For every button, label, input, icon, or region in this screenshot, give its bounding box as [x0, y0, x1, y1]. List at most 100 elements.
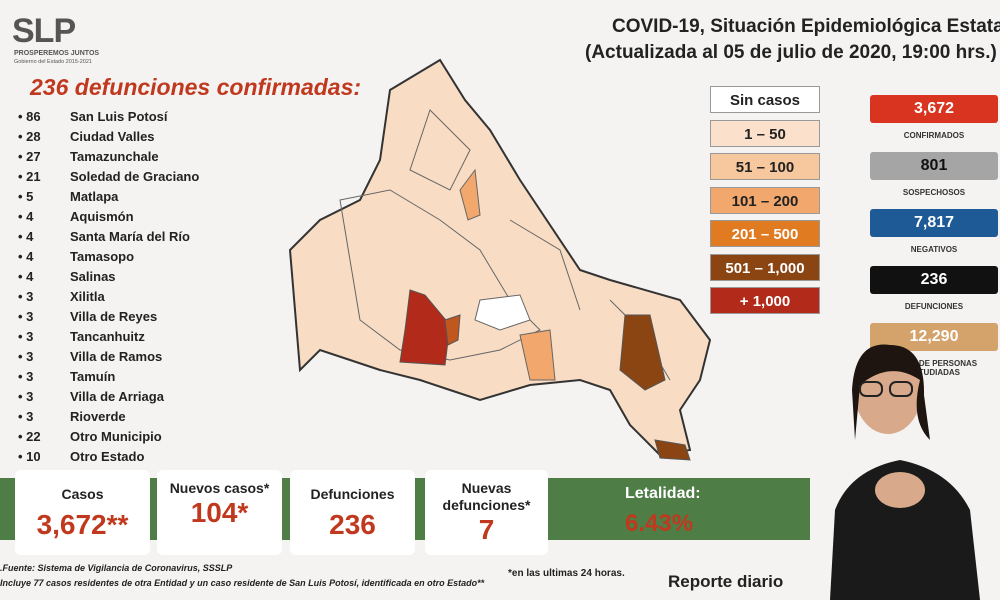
summary-label: Nuevos casos* — [169, 480, 270, 496]
stat-value: 3,672 — [870, 95, 998, 123]
region-mas-1000 — [399, 289, 451, 366]
summary-label: Nuevas defunciones* — [442, 480, 531, 513]
summary-value: 7 — [478, 514, 495, 545]
stat-label: DEFUNCIONES — [904, 302, 964, 311]
death-count: 3 — [18, 407, 70, 427]
legend-item: Sin casos — [710, 86, 820, 113]
death-count: 10 — [18, 447, 70, 467]
note: **Incluye 77 casos residentes de otra En… — [0, 578, 485, 588]
death-count: 4 — [18, 247, 70, 267]
death-count: 4 — [18, 207, 70, 227]
summary-label: Casos — [61, 486, 104, 502]
death-count: 22 — [18, 427, 70, 447]
summary-value: 236 — [329, 509, 376, 540]
summary-value: 6.43% — [625, 510, 694, 537]
municipality: Villa de Arriaga — [70, 389, 164, 404]
summary-box: Casos 3,672** — [15, 470, 150, 555]
logo-subtitle: PROSPEREMOS JUNTOS — [14, 50, 100, 57]
source: Fuente: Sistema de Vigilancia de Coronav… — [0, 563, 233, 573]
death-count: 86 — [18, 107, 70, 127]
death-count: 3 — [18, 387, 70, 407]
municipality: Tamuín — [70, 369, 116, 384]
death-count: 4 — [18, 227, 70, 247]
municipality: Santa María del Río — [70, 229, 190, 244]
municipality: Matlapa — [70, 189, 119, 204]
stat-value: 801 — [870, 152, 998, 180]
municipality: San Luis Potosí — [70, 109, 168, 124]
summary-box: Nuevas defunciones* 7 — [425, 470, 548, 555]
summary-label: Defunciones — [310, 486, 395, 502]
legend-item: + 1,000 — [710, 287, 820, 314]
death-count: 3 — [18, 307, 70, 327]
municipality: Villa de Reyes — [70, 309, 158, 324]
stat-label: NEGATIVOS — [910, 245, 958, 254]
region-201-500 — [444, 314, 461, 346]
map — [288, 58, 712, 461]
region-501-1000 — [619, 314, 691, 461]
legend-item: 101 – 200 — [710, 186, 820, 214]
region-101-200 — [459, 168, 556, 381]
stat-label: CONFIRMADOS — [903, 131, 965, 140]
municipality: Rioverde — [70, 409, 126, 424]
death-count: 3 — [18, 347, 70, 367]
municipality: Xilitla — [70, 289, 105, 304]
death-count: 21 — [18, 167, 70, 187]
summary-box: Defunciones 236 — [290, 470, 415, 555]
death-count: 4 — [18, 267, 70, 287]
stat-value: 236 — [870, 266, 998, 294]
municipal-borders — [339, 109, 671, 381]
region-sin-casos — [474, 294, 531, 331]
summary-value: 104* — [190, 497, 249, 528]
legend-item: 51 – 100 — [710, 153, 820, 180]
death-count: 3 — [18, 367, 70, 387]
interpreter — [830, 344, 980, 600]
state-outline — [288, 58, 712, 457]
summary-value: 3,672** — [36, 509, 129, 540]
title: COVID-19, Situación Epidemiológica Estat… — [612, 16, 1000, 37]
municipality: Aquismón — [70, 209, 134, 224]
municipality: Ciudad Valles — [70, 129, 155, 144]
summary-box: Nuevos casos* 104* — [157, 470, 282, 555]
municipality: Villa de Ramos — [70, 349, 163, 364]
legend-item: 201 – 500 — [710, 220, 820, 247]
municipality: Tamazunchale — [70, 149, 159, 164]
legend-item: 1 – 50 — [710, 119, 820, 147]
death-count: 3 — [18, 287, 70, 307]
death-count: 5 — [18, 187, 70, 207]
stat-label: SOSPECHOSOS — [902, 188, 966, 197]
legend-item: 501 – 1,000 — [710, 253, 820, 281]
municipality: Otro Municipio — [70, 429, 162, 444]
stat-label: TOTAL DE PERSONAS ESTUDIADAS — [890, 359, 978, 377]
logo: SLP — [12, 12, 76, 50]
summary-label: Letalidad: — [625, 485, 701, 502]
death-count: 28 — [18, 127, 70, 147]
municipality: Soledad de Graciano — [70, 169, 200, 184]
subtitle: (Actualizada al 05 de julio de 2020, 19:… — [585, 42, 997, 63]
death-count: 27 — [18, 147, 70, 167]
logo-subtitle: Gobierno del Estado 2015-2021 — [14, 59, 92, 65]
municipality: Salinas — [70, 269, 116, 284]
municipality: Tamasopo — [70, 249, 135, 264]
death-count: 3 — [18, 327, 70, 347]
deaths-heading: 236 defunciones confirmadas: — [30, 74, 362, 100]
municipality: Otro Estado — [70, 449, 145, 464]
